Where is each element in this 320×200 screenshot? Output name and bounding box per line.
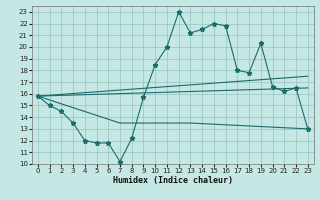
X-axis label: Humidex (Indice chaleur): Humidex (Indice chaleur) [113, 176, 233, 185]
